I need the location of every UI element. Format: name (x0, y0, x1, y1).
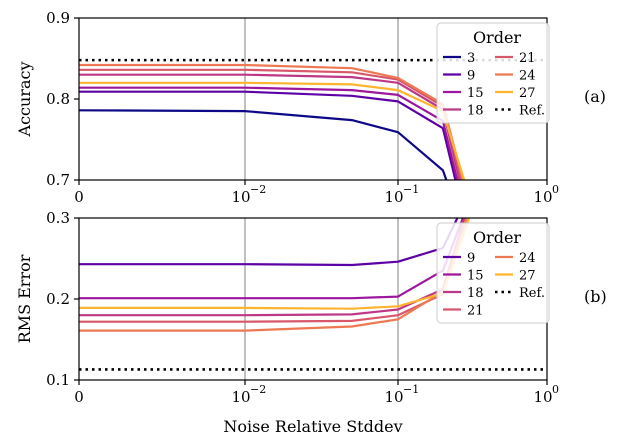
series-line-order-27 (79, 81, 466, 180)
x-tick-label-base-3: 10 (533, 188, 552, 206)
y-tick-label-2: 0.3 (46, 209, 70, 227)
legend-label-24: 24 (519, 251, 536, 266)
panel-accuracy: 0 10 −2 10 −1 10 00.70.80.9 Accuracy (a) Order… (15, 9, 606, 206)
x-axis-label: Noise Relative Stddev (223, 417, 402, 436)
legend-label-27: 27 (519, 86, 536, 101)
x-tick-label-exp-2: −1 (403, 183, 419, 196)
panel-label-a: (a) (584, 87, 606, 106)
x-tick-label-0: 0 (74, 188, 84, 206)
legend-label-15: 15 (467, 269, 484, 284)
legend-label-3: 3 (467, 51, 475, 66)
series-line-order-9 (79, 90, 457, 180)
legend-label-27: 27 (519, 269, 536, 284)
legend-label-ref: Ref. (519, 104, 545, 119)
y-tick-label-1: 0.8 (46, 90, 70, 108)
grid-lines-accuracy (244, 18, 399, 180)
legend-label-24: 24 (519, 69, 536, 84)
series-line-order-9 (79, 218, 459, 267)
legend-label-9: 9 (467, 69, 475, 84)
x-tick-label-exp-1: −2 (250, 183, 266, 196)
tick-labels-rms: 0 10 −2 10 −1 10 00.10.20.3 (46, 209, 559, 406)
y-tick-label-0: 0.1 (46, 371, 70, 389)
y-tick-label-0: 0.7 (46, 171, 70, 189)
legend-label-21: 21 (467, 304, 484, 319)
legend-title: Order (473, 28, 521, 47)
y-tick-label-1: 0.2 (46, 290, 70, 308)
x-tick-label-exp-1: −2 (250, 383, 266, 396)
x-tick-label-base-1: 10 (231, 188, 250, 206)
x-tick-label-exp-3: 0 (552, 383, 559, 396)
series-line-order-3 (79, 109, 448, 180)
series-line-order-24 (79, 218, 468, 332)
y-axis-label-rms: RMS Error (15, 254, 34, 343)
x-tick-label-base-1: 10 (231, 388, 250, 406)
x-tick-label-exp-2: −1 (403, 383, 419, 396)
legend-label-21: 21 (519, 51, 536, 66)
series-line-order-15 (79, 218, 465, 300)
x-tick-label-base-2: 10 (384, 188, 403, 206)
legend-accuracy: Order 3 9 15 18 21 24 27 Ref. (436, 22, 550, 124)
x-tick-label-base-3: 10 (533, 388, 552, 406)
legend-label-18: 18 (467, 286, 484, 301)
x-tick-label-exp-3: 0 (552, 183, 559, 196)
x-tick-label-base-2: 10 (384, 388, 403, 406)
legend-title: Order (473, 228, 521, 247)
y-tick-label-2: 0.9 (46, 9, 70, 27)
legend-box (436, 22, 550, 124)
tick-labels-accuracy: 0 10 −2 10 −1 10 00.70.80.9 (46, 9, 559, 206)
panel-rms-error: 0 10 −2 10 −1 10 00.10.20.3 RMS Error (b) Orde… (15, 209, 607, 406)
x-tick-label-0: 0 (74, 388, 84, 406)
legend-label-9: 9 (467, 251, 475, 266)
legend-label-18: 18 (467, 104, 484, 119)
legend-label-15: 15 (467, 86, 484, 101)
legend-rms: Order 9 15 18 21 24 27 Ref. (436, 222, 550, 324)
legend-box (436, 222, 550, 324)
series-line-order-15 (79, 86, 459, 180)
panel-label-b: (b) (584, 287, 607, 306)
y-axis-label-accuracy: Accuracy (15, 62, 34, 138)
legend-label-ref: Ref. (519, 286, 545, 301)
